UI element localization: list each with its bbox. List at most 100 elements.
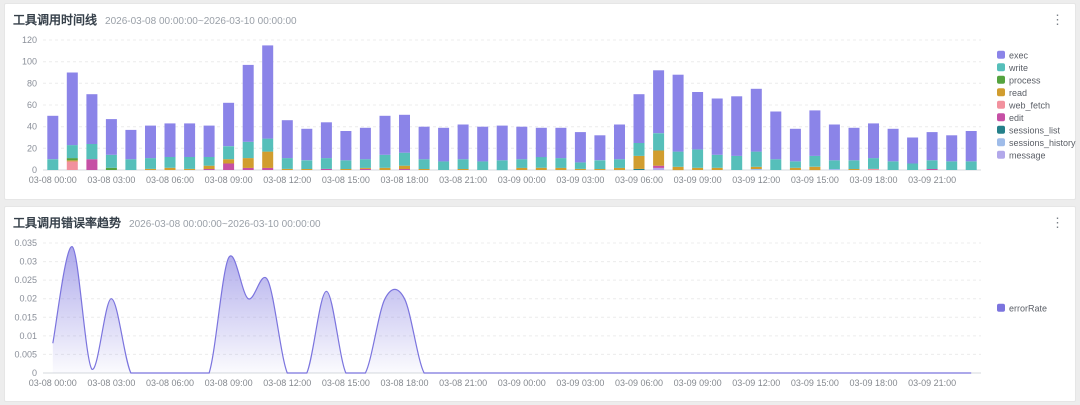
bar-segment-edit[interactable] (926, 168, 938, 170)
bar-segment-read[interactable] (574, 168, 586, 170)
bar-segment-write[interactable] (340, 160, 352, 169)
bar-segment-write[interactable] (47, 159, 59, 170)
bar-segment-read[interactable] (789, 167, 801, 170)
bar-segment-exec[interactable] (770, 111, 782, 160)
bar-segment-write[interactable] (359, 159, 371, 168)
legend-item-write[interactable]: write (997, 63, 1028, 73)
bar-segment-process[interactable] (66, 158, 78, 161)
bar-segment-read[interactable] (594, 168, 606, 170)
bar-segment-read[interactable] (633, 155, 645, 169)
bar-segment-exec[interactable] (262, 45, 274, 139)
bar-segment-exec[interactable] (418, 126, 430, 160)
bar-segment-exec[interactable] (535, 127, 547, 158)
bar-segment-read[interactable] (145, 168, 156, 170)
bar-segment-exec[interactable] (594, 135, 606, 161)
bar-segment-exec[interactable] (868, 123, 879, 159)
bar-segment-exec[interactable] (301, 128, 313, 161)
bar-segment-exec[interactable] (496, 125, 508, 161)
bar-segment-read[interactable] (301, 168, 313, 170)
bar-segment-read[interactable] (555, 167, 567, 170)
bar-segment-edit[interactable] (399, 168, 410, 170)
bar-segment-read[interactable] (66, 160, 78, 162)
bar-segment-exec[interactable] (477, 126, 489, 162)
bar-segment-write[interactable] (164, 157, 176, 168)
bar-segment-exec[interactable] (145, 125, 156, 159)
bar-segment-write[interactable] (242, 141, 254, 159)
bar-segment-read[interactable] (750, 166, 762, 169)
bar-segment-exec[interactable] (47, 115, 59, 160)
bar-segment-read[interactable] (223, 159, 235, 164)
legend-item-process[interactable]: process (997, 75, 1041, 85)
bar-segment-exec[interactable] (653, 70, 665, 134)
bar-segment-write[interactable] (86, 144, 98, 160)
bar-segment-exec[interactable] (438, 127, 450, 162)
bar-segment-edit[interactable] (223, 163, 235, 171)
bar-segment-read[interactable] (281, 168, 293, 170)
bar-segment-exec[interactable] (242, 64, 254, 142)
bar-segment-write[interactable] (770, 159, 782, 170)
bar-segment-exec[interactable] (86, 94, 98, 144)
legend-item-edit[interactable]: edit (997, 113, 1024, 123)
bar-segment-exec[interactable] (320, 122, 332, 159)
bar-segment-exec[interactable] (828, 124, 840, 161)
bar-segment-write[interactable] (438, 161, 450, 170)
area-series-errorRate[interactable] (52, 245, 972, 374)
bar-segment-read[interactable] (457, 168, 469, 170)
bar-segment-write[interactable] (848, 160, 860, 169)
bar-segment-edit[interactable] (359, 168, 371, 170)
bar-segment-edit[interactable] (242, 167, 254, 170)
bar-segment-write[interactable] (868, 158, 879, 169)
bar-segment-write[interactable] (907, 163, 919, 171)
legend-item-sessions_list[interactable]: sessions_list (997, 125, 1061, 135)
bar-segment-exec[interactable] (203, 125, 215, 157)
bar-segment-exec[interactable] (750, 88, 762, 152)
legend-item-read[interactable]: read (997, 88, 1027, 98)
bar-segment-read[interactable] (418, 168, 430, 170)
bar-segment-read[interactable] (203, 165, 215, 169)
bar-segment-write[interactable] (477, 161, 489, 170)
bar-segment-exec[interactable] (164, 123, 176, 157)
bar-segment-write[interactable] (789, 161, 801, 168)
legend-item-web_fetch[interactable]: web_fetch (997, 100, 1050, 110)
bar-segment-write[interactable] (965, 161, 977, 170)
bar-segment-exec[interactable] (633, 94, 645, 143)
bar-segment-write[interactable] (633, 142, 645, 156)
bar-segment-write[interactable] (887, 161, 899, 170)
bar-segment-write[interactable] (809, 155, 821, 167)
bar-segment-write[interactable] (711, 154, 723, 168)
bar-segment-exec[interactable] (809, 110, 821, 156)
bar-segment-write[interactable] (574, 162, 586, 169)
bar-segment-sessions_history[interactable] (750, 168, 762, 170)
bar-segment-read[interactable] (164, 167, 176, 170)
bar-segment-read[interactable] (340, 168, 352, 170)
bar-segment-write[interactable] (301, 160, 313, 169)
bar-segment-write[interactable] (555, 158, 567, 168)
bar-segment-exec[interactable] (887, 128, 899, 162)
bar-segment-write[interactable] (223, 146, 235, 160)
bar-segment-write[interactable] (594, 160, 606, 169)
bar-segment-edit[interactable] (203, 168, 215, 170)
bar-segment-write[interactable] (457, 159, 469, 169)
bar-segment-exec[interactable] (711, 98, 723, 155)
bar-segment-write[interactable] (828, 160, 840, 169)
bar-segment-write[interactable] (731, 155, 743, 170)
bar-segment-exec[interactable] (574, 132, 586, 163)
bar-segment-web_fetch[interactable] (66, 161, 78, 170)
bar-segment-read[interactable] (653, 150, 665, 166)
bar-segment-exec[interactable] (223, 102, 235, 147)
bar-segment-read[interactable] (516, 167, 528, 170)
error-rate-area-chart[interactable]: 0 0.005 0.01 0.015 0.02 0.025 0.03 0.035 03-08 0… (13, 233, 1077, 393)
bar-segment-exec[interactable] (66, 72, 78, 146)
stacked-bar-chart[interactable]: 0 20 40 60 80 100 120 03-08 00:00 03-08 03:00 03-… (13, 30, 1077, 190)
bar-segment-read[interactable] (535, 167, 547, 170)
bar-segment-exec[interactable] (926, 132, 938, 161)
bar-segment-read[interactable] (379, 167, 391, 170)
bar-segment-write[interactable] (535, 157, 547, 168)
bar-segment-message[interactable] (653, 167, 665, 170)
bar-segment-exec[interactable] (359, 127, 371, 160)
bar-segment-write[interactable] (614, 159, 625, 168)
kebab-menu-icon[interactable] (1048, 15, 1067, 25)
bar-segment-exec[interactable] (692, 92, 704, 150)
bar-segment-edit[interactable] (320, 168, 332, 170)
legend-item-exec[interactable]: exec (997, 50, 1029, 60)
